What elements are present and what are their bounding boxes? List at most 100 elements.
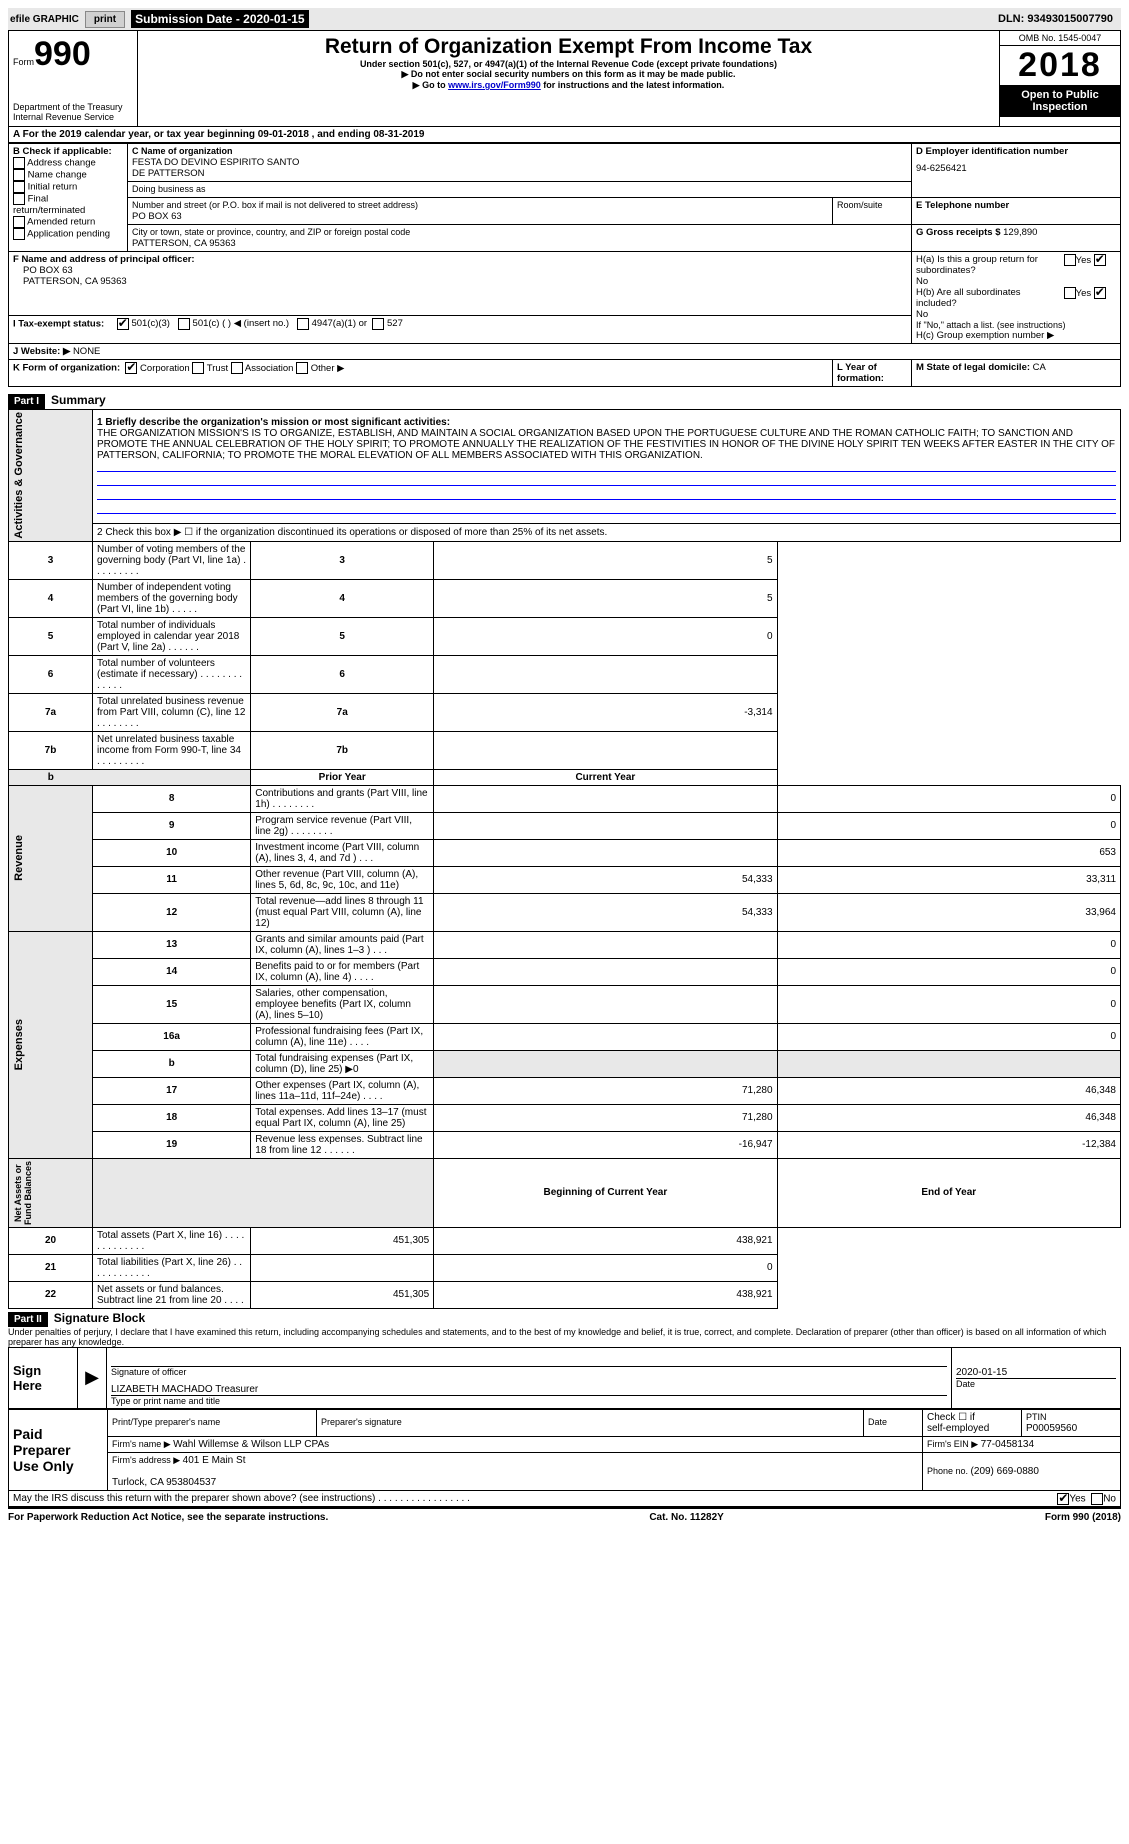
entity-block: B Check if applicable: Address change Na… [8, 143, 1121, 387]
sign-arrow-icon: ▶ [78, 1347, 107, 1408]
efile-label: efile GRAPHIC [10, 14, 79, 25]
col-current: Current Year [434, 769, 777, 785]
checkbox-4947[interactable] [297, 318, 309, 330]
note-1: ▶ Do not enter social security numbers o… [142, 69, 995, 80]
pp-sig-label: Preparer's signature [321, 1417, 402, 1427]
domicile: CA [1033, 362, 1046, 373]
line1-label: 1 Briefly describe the organization's mi… [97, 417, 1116, 428]
signature-table: Sign Here ▶ Signature of officer LIZABET… [8, 1347, 1121, 1409]
sign-here: Sign Here [9, 1347, 78, 1408]
checkbox[interactable] [125, 362, 137, 374]
phone-label: Phone no. [927, 1466, 971, 1476]
officer-name: LIZABETH MACHADO Treasurer [111, 1384, 947, 1395]
addr-label: Firm's address ▶ [112, 1455, 183, 1465]
h-c: H(c) Group exemption number ▶ [916, 330, 1116, 341]
hb-yes: Yes [1064, 288, 1092, 299]
section-f-label: F Name and address of principal officer: [13, 254, 195, 265]
h-a: H(a) Is this a group return for subordin… [916, 254, 1061, 276]
street: PO BOX 63 [132, 211, 828, 222]
checkbox-501c3[interactable] [117, 318, 129, 330]
checkbox[interactable] [13, 181, 25, 193]
h-b: H(b) Are all subordinates included? [916, 287, 1061, 309]
tax-year: 2018 [1000, 46, 1120, 85]
part2-header: Part IISignature Block [8, 1309, 1121, 1327]
section-c-label: C Name of organization [132, 146, 233, 156]
form-title: Return of Organization Exempt From Incom… [142, 35, 995, 59]
section-m-label: M State of legal domicile: [916, 362, 1033, 373]
paid-preparer: Paid Preparer Use Only [9, 1409, 108, 1490]
preparer-table: Paid Preparer Use Only Print/Type prepar… [8, 1409, 1121, 1491]
street-label: Number and street (or P.O. box if mail i… [132, 200, 418, 210]
pp-date-label: Date [868, 1417, 887, 1427]
footer-right: Form 990 (2018) [1045, 1512, 1121, 1523]
firm-name: Wahl Willemse & Wilson LLP CPAs [173, 1439, 329, 1450]
checkbox[interactable] [192, 362, 204, 374]
ha-yes: Yes [1064, 255, 1092, 266]
discuss-no-checkbox[interactable] [1091, 1493, 1103, 1505]
ein: 94-6256421 [916, 157, 1116, 180]
date-label: Date [956, 1378, 1116, 1389]
section-b-label: B Check if applicable: [13, 146, 123, 157]
checkbox[interactable] [13, 169, 25, 181]
checkbox[interactable] [13, 193, 25, 205]
checkbox[interactable] [13, 216, 25, 228]
checkbox[interactable] [13, 228, 25, 240]
col-begin: Beginning of Current Year [434, 1158, 777, 1227]
checkbox[interactable] [13, 157, 25, 169]
print-button[interactable]: print [85, 11, 125, 28]
pp-check: Check ☐ if self-employed [923, 1409, 1022, 1436]
section-d-label: D Employer identification number [916, 146, 1068, 157]
firm-phone: (209) 669-0880 [971, 1466, 1039, 1477]
discuss-yes-checkbox[interactable] [1057, 1493, 1069, 1505]
sig-label: Signature of officer [111, 1367, 186, 1377]
side-net: Net Assets or Fund Balances [13, 1161, 33, 1225]
firm-ein: 77-0458134 [981, 1439, 1034, 1450]
city: PATTERSON, CA 95363 [132, 238, 907, 249]
checkbox[interactable] [231, 362, 243, 374]
checkbox-checked[interactable] [1094, 254, 1106, 266]
footer-cat: Cat. No. 11282Y [649, 1512, 723, 1523]
section-k-label: K Form of organization: [13, 363, 120, 374]
dba-label: Doing business as [132, 184, 206, 194]
firm-label: Firm's name ▶ [112, 1439, 173, 1449]
section-a: A For the 2019 calendar year, or tax yea… [8, 127, 1121, 143]
h-note: If "No," attach a list. (see instruction… [916, 320, 1116, 330]
checkbox-501c[interactable] [178, 318, 190, 330]
part1-table: Activities & Governance 1 Briefly descri… [8, 409, 1121, 1309]
checkbox-unchecked[interactable] [1064, 254, 1076, 266]
i-opts: 501(c)(3) 501(c) ( ) ◀ (insert no.) 4947… [107, 318, 403, 329]
part1-header: Part ISummary [8, 391, 1121, 409]
mission-text: THE ORGANIZATION MISSION'S IS TO ORGANIZ… [97, 428, 1116, 461]
checkbox-527[interactable] [372, 318, 384, 330]
checkbox-checked[interactable] [1094, 287, 1106, 299]
ptin-label: PTIN [1026, 1412, 1047, 1422]
omb-number: OMB No. 1545-0047 [1000, 31, 1120, 46]
section-l-label: L Year of formation: [837, 362, 884, 384]
dln: DLN: 93493015007790 [992, 11, 1119, 27]
form-label: Form [13, 57, 34, 67]
form-number: 990 [34, 35, 91, 73]
ptin: P00059560 [1026, 1423, 1077, 1434]
section-i-label: I Tax-exempt status: [13, 318, 104, 329]
submission-date: Submission Date - 2020-01-15 [131, 10, 308, 28]
irs-link[interactable]: www.irs.gov/Form990 [448, 80, 541, 90]
checkbox-unchecked[interactable] [1064, 287, 1076, 299]
form-header: Form990 Department of the Treasury Inter… [8, 30, 1121, 127]
section-e-label: E Telephone number [916, 200, 1009, 211]
footer-left: For Paperwork Reduction Act Notice, see … [8, 1512, 328, 1523]
section-g-label: G Gross receipts $ [916, 227, 1003, 238]
website: NONE [73, 346, 100, 357]
open-to-public: Open to Public Inspection [1000, 85, 1120, 117]
dept-label: Department of the Treasury Internal Reve… [13, 102, 133, 122]
col-end: End of Year [777, 1158, 1120, 1227]
sign-date: 2020-01-15 [956, 1367, 1116, 1378]
gross-receipts: 129,890 [1003, 227, 1037, 238]
side-ag: Activities & Governance [13, 412, 33, 539]
name-label: Type or print name and title [111, 1395, 947, 1406]
line2: 2 Check this box ▶ ☐ if the organization… [93, 524, 1121, 541]
checkbox[interactable] [296, 362, 308, 374]
page-footer: For Paperwork Reduction Act Notice, see … [8, 1507, 1121, 1526]
room-label: Room/suite [837, 200, 883, 210]
officer-addr: PO BOX 63 PATTERSON, CA 95363 [13, 265, 907, 287]
pp-name-label: Print/Type preparer's name [112, 1417, 220, 1427]
